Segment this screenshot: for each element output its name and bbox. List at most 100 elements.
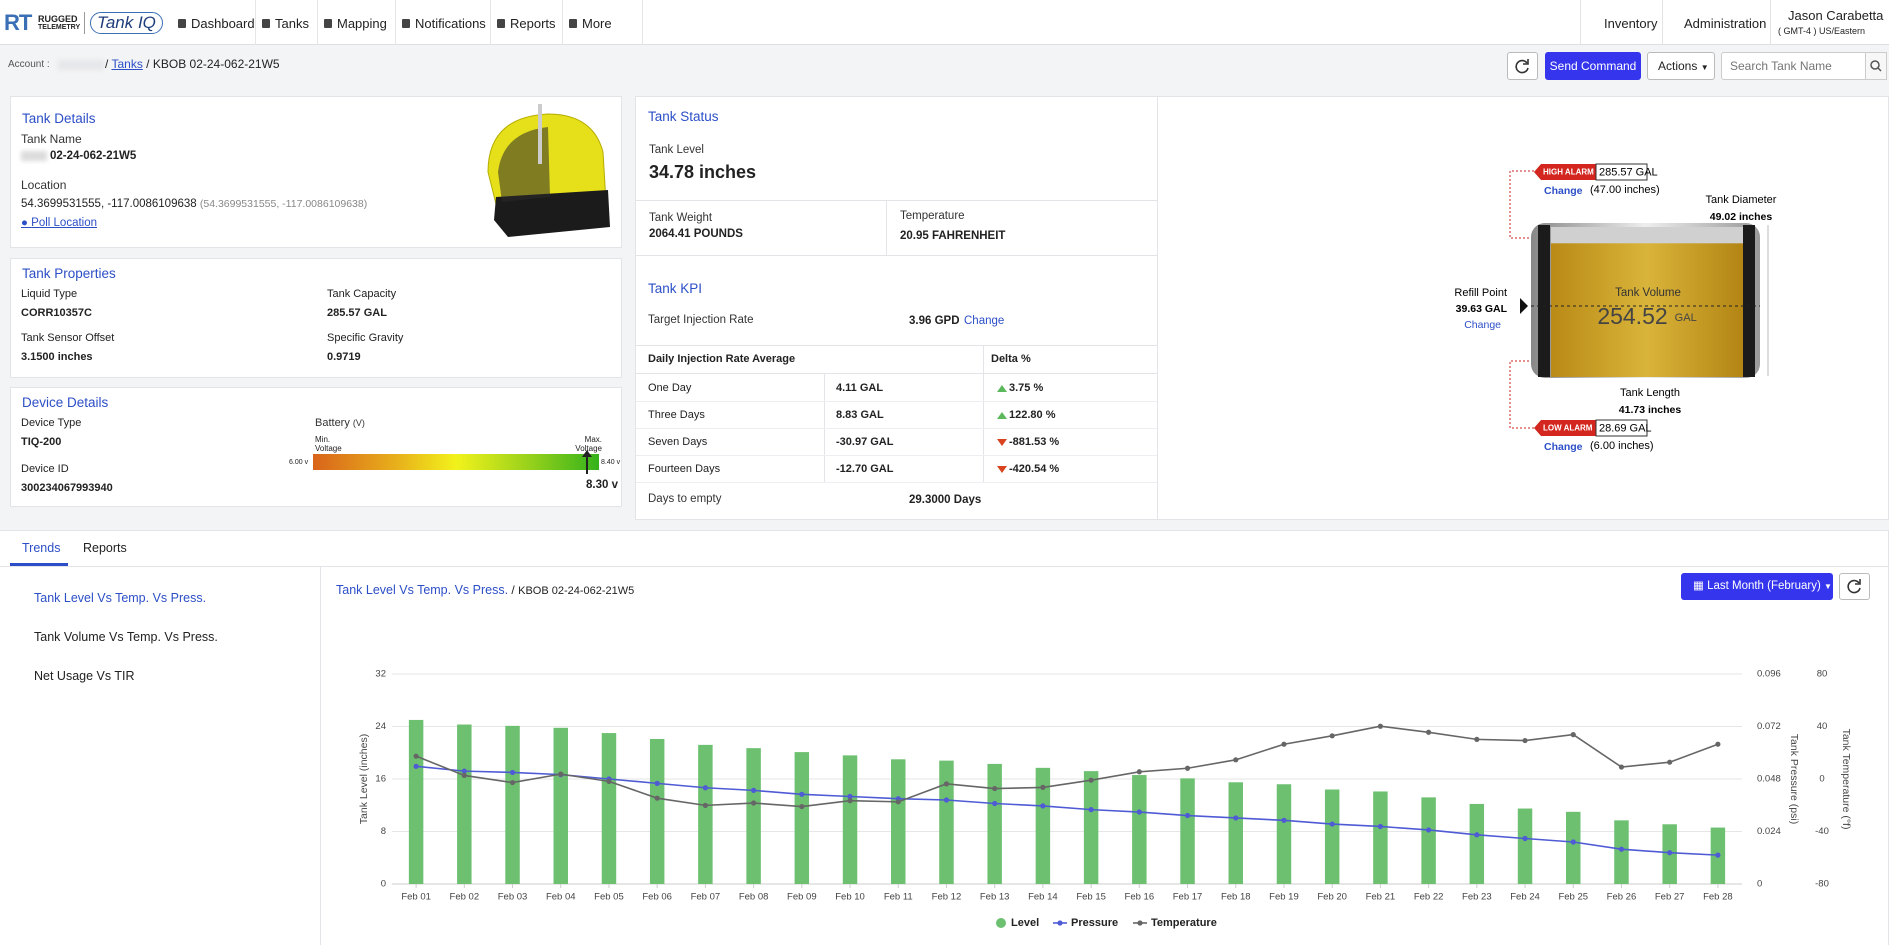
nav-item[interactable]: Notifications	[415, 16, 486, 31]
caret: ▼	[1700, 63, 1709, 72]
line-point	[1618, 764, 1625, 770]
tab-reports[interactable]: Reports	[83, 541, 127, 555]
range-button[interactable]: ▦ Last Month (February) ▼	[1681, 573, 1833, 600]
chart-header: Tank Level Vs Temp. Vs Press. / KBOB 02-…	[336, 583, 634, 597]
bar	[649, 738, 665, 884]
alarm-amount: 28.69	[1599, 422, 1627, 434]
tank-name-label: Tank Name	[21, 132, 82, 146]
y2-tick-label: 0	[1757, 879, 1762, 890]
user-name[interactable]: Jason Carabetta	[1788, 8, 1884, 23]
kpi-row-border	[636, 482, 1157, 483]
line-point	[1377, 723, 1383, 729]
nav-item[interactable]: Mapping	[337, 16, 387, 31]
line-point	[654, 780, 660, 786]
bar	[1421, 797, 1436, 884]
kpi-period: One Day	[648, 382, 692, 394]
line-point	[1715, 852, 1721, 858]
nav-administration[interactable]: Administration	[1684, 16, 1767, 31]
poll-location[interactable]: ● Poll Location	[21, 217, 98, 229]
diameter-label: Tank Diameter	[1706, 194, 1777, 206]
line-point	[751, 787, 757, 793]
kpi-period: Three Days	[648, 409, 705, 421]
nav-item[interactable]: More	[582, 16, 612, 31]
line-point	[1040, 784, 1046, 790]
tank-name: 02-24-062-21W5	[50, 150, 137, 162]
device-label: Device Type	[21, 417, 82, 429]
target-injection: 3.96 GPD	[909, 315, 960, 327]
x-tick-label: Feb 21	[1366, 892, 1396, 903]
refresh-icon	[1847, 579, 1861, 594]
line-point	[413, 763, 419, 769]
device-details-panel	[10, 387, 622, 507]
x-tick-label: Feb 08	[739, 892, 769, 903]
y-tick-label: 32	[375, 669, 386, 680]
days-to-empty: 29.3000 Days	[909, 494, 982, 506]
tab-trends[interactable]: Trends	[22, 541, 61, 555]
divider	[636, 255, 1157, 256]
alarm-badge	[1534, 420, 1596, 436]
kpi-period: Fourteen Days	[648, 463, 721, 475]
property-label: Tank Sensor Offset	[21, 332, 115, 344]
trend-menu-item[interactable]: Net Usage Vs TIR	[34, 669, 135, 683]
temperature: 20.95 FAHRENHEIT	[900, 230, 1006, 242]
tank-status-panel	[635, 96, 1158, 520]
x-tick-label: Feb 25	[1558, 892, 1588, 903]
line-point	[1426, 729, 1432, 735]
chart-refresh-button[interactable]	[1839, 573, 1870, 600]
trend-menu-item[interactable]: Tank Volume Vs Temp. Vs Press.	[34, 630, 218, 644]
search-input[interactable]	[1721, 52, 1866, 80]
crumb-separator: /	[105, 57, 109, 71]
tank-status-title: Tank Status	[648, 109, 719, 124]
send-command-button[interactable]: Send Command	[1545, 52, 1641, 80]
battery-unit: (V)	[352, 418, 365, 428]
nav-inventory[interactable]: Inventory	[1604, 16, 1658, 31]
x-tick-label: Feb 13	[980, 892, 1010, 903]
volume-amount: 254.52	[1597, 303, 1667, 329]
kpi-average: 4.11 GAL	[836, 382, 884, 394]
line-point	[1667, 759, 1673, 765]
nav-divider	[255, 0, 256, 45]
column-divider	[983, 345, 984, 482]
bar	[1180, 778, 1195, 884]
actions-button[interactable]: Actions ▼	[1647, 52, 1715, 80]
tank-details-title: Tank Details	[22, 111, 96, 126]
nav-item[interactable]: Tanks	[275, 16, 309, 31]
bar	[1035, 767, 1051, 884]
bar	[505, 725, 520, 884]
alarm-unit: GAL	[1630, 422, 1652, 434]
search-button[interactable]	[1865, 52, 1887, 80]
kpi-table-header	[636, 345, 1157, 374]
refill-pointer	[1520, 298, 1528, 314]
refresh-icon	[1515, 59, 1529, 74]
tank-properties-title: Tank Properties	[22, 266, 116, 281]
line-point	[1329, 733, 1335, 739]
breadcrumb: / Tanks / KBOB 02-24-062-21W5	[105, 57, 280, 71]
alarm-height: (6.00 inches)	[1590, 440, 1654, 452]
bar	[1276, 784, 1292, 884]
property-label: Liquid Type	[21, 288, 78, 300]
nav-item[interactable]: Reports	[510, 16, 556, 31]
x-tick-label: Feb 18	[1221, 892, 1251, 903]
target-change[interactable]: Change	[964, 315, 1005, 327]
crumb-tanks[interactable]: Tanks	[111, 57, 143, 71]
property-label: Specific Gravity	[327, 332, 404, 344]
bar	[601, 733, 617, 884]
nav-item[interactable]: Dashboard	[191, 16, 255, 31]
tank-weight: 2064.41 POUNDS	[649, 228, 743, 240]
brand-mark[interactable]: RT	[4, 10, 32, 35]
x-tick-label: Feb 24	[1510, 892, 1540, 903]
line-series	[416, 765, 1718, 856]
legend-swatch	[1137, 920, 1143, 926]
kpi-delta: -420.54 %	[1009, 463, 1060, 475]
bar	[1469, 803, 1485, 884]
crumb-tank: KBOB 02-24-062-21W5	[152, 57, 280, 71]
y2-tick-label: 0.024	[1757, 826, 1781, 837]
refresh-button[interactable]	[1507, 52, 1538, 80]
y-tick-label: 8	[381, 826, 386, 837]
temperature-label: Temperature	[900, 210, 965, 222]
tank-end-left	[1538, 225, 1550, 377]
y2-tick-label: 0.048	[1757, 774, 1781, 785]
line-point	[413, 753, 419, 759]
trend-menu-item[interactable]: Tank Level Vs Temp. Vs Press.	[34, 591, 207, 605]
